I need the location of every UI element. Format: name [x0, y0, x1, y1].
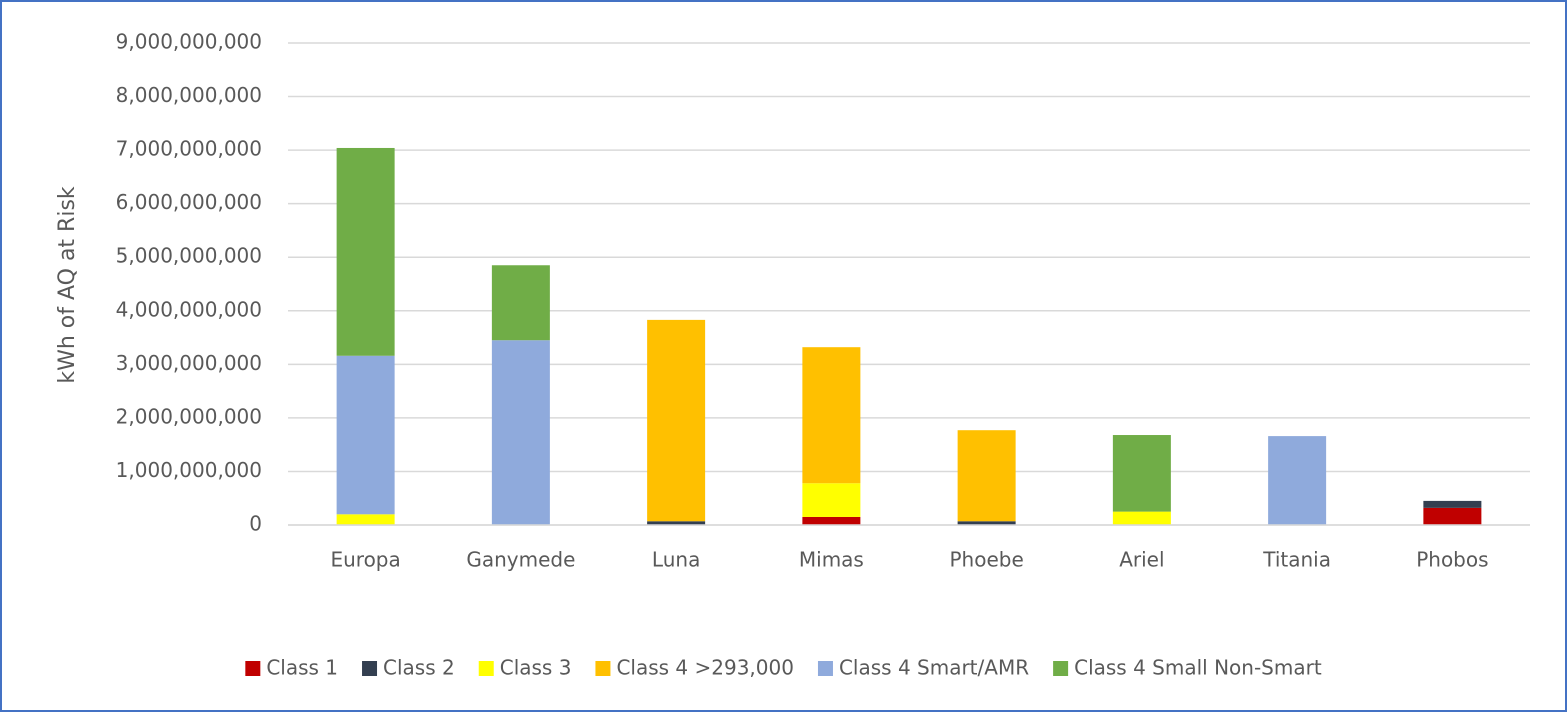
- legend-swatch: [478, 661, 494, 676]
- x-tick-label: Ganymede: [466, 548, 575, 572]
- x-tick-label: Phobos: [1416, 548, 1488, 572]
- bar-segment: [957, 521, 1016, 525]
- y-tick-label: 4,000,000,000: [116, 297, 262, 321]
- x-tick-label: Phoebe: [949, 548, 1023, 572]
- y-tick-label: 5,000,000,000: [116, 244, 262, 268]
- x-tick-label: Europa: [330, 548, 400, 572]
- bar-segment: [802, 483, 861, 517]
- legend-label: Class 1: [266, 656, 338, 680]
- legend-label: Class 4 Small Non-Smart: [1074, 656, 1322, 680]
- y-tick-label: 7,000,000,000: [116, 137, 262, 161]
- bar-segment: [647, 319, 706, 522]
- legend-swatch: [362, 661, 378, 676]
- bar-segment: [491, 340, 550, 525]
- legend-swatch: [1053, 661, 1069, 676]
- bar-segment: [491, 265, 550, 341]
- x-tick-label: Luna: [652, 548, 700, 572]
- y-tick-label: 2,000,000,000: [116, 404, 262, 428]
- x-tick-label: Mimas: [799, 548, 864, 572]
- bar-segment: [336, 147, 395, 356]
- bar-segment: [336, 514, 395, 525]
- bar-segment: [802, 347, 861, 484]
- bar-segment: [1112, 511, 1171, 525]
- legend-label: Class 3: [500, 656, 572, 680]
- legend-label: Class 2: [383, 656, 455, 680]
- x-tick-label: Ariel: [1119, 548, 1164, 572]
- y-tick-label: 6,000,000,000: [116, 190, 262, 214]
- y-tick-label: 9,000,000,000: [116, 30, 262, 54]
- legend-label: Class 4 >293,000: [616, 656, 794, 680]
- bar-segment: [1423, 500, 1482, 508]
- bar-segment: [1268, 436, 1327, 525]
- bar-segment: [336, 355, 395, 515]
- bar-segment: [802, 516, 861, 525]
- y-axis-label: kWh of AQ at Risk: [55, 186, 80, 384]
- legend-swatch: [817, 661, 833, 676]
- bar-segment: [647, 521, 706, 525]
- legend-swatch: [595, 661, 611, 676]
- bar-segment: [957, 430, 1016, 522]
- legend-label: Class 4 Smart/AMR: [839, 656, 1029, 680]
- y-tick-label: 8,000,000,000: [116, 83, 262, 107]
- bar-segment: [1112, 435, 1171, 512]
- x-tick-label: Titania: [1262, 548, 1331, 572]
- y-tick-label: 3,000,000,000: [116, 351, 262, 375]
- bar-segment: [1423, 507, 1482, 525]
- legend-swatch: [245, 661, 261, 676]
- y-tick-label: 0: [249, 512, 262, 536]
- y-tick-label: 1,000,000,000: [116, 458, 262, 482]
